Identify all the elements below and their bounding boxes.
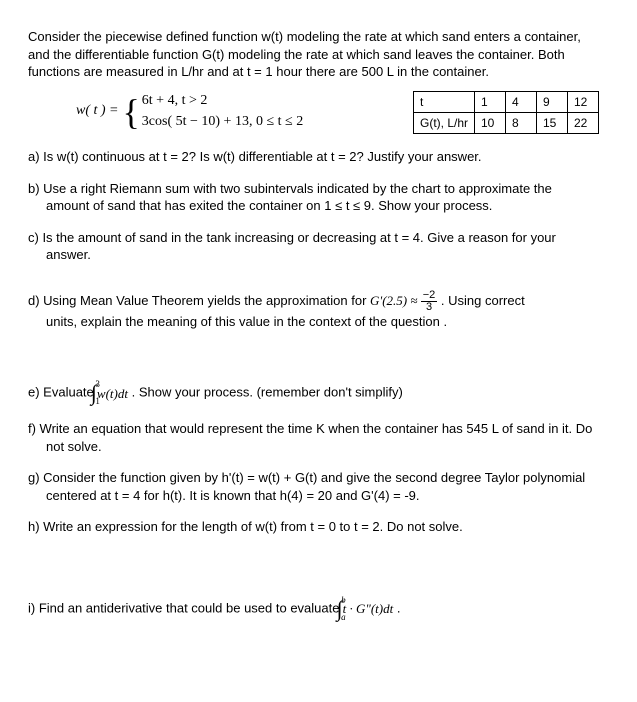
table-cell: 1	[475, 91, 506, 112]
qd-expr: G'(2.5) ≈	[370, 293, 421, 308]
function-and-table-row: w( t ) = { 6t + 4, t > 2 3cos( 5t − 10) …	[28, 91, 609, 134]
qd-frac-den: 3	[421, 302, 438, 313]
question-i: i) Find an antiderivative that could be …	[28, 596, 609, 622]
table-cell: 10	[475, 112, 506, 133]
table-cell: G(t), L/hr	[413, 112, 474, 133]
qf-line2: not solve.	[28, 438, 609, 456]
table-cell: t	[413, 91, 474, 112]
func-pieces: 6t + 4, t > 2 3cos( 5t − 10) + 13, 0 ≤ t…	[142, 91, 303, 133]
qe-body: w(t)dt	[97, 385, 128, 403]
question-f: f) Write an equation that would represen…	[28, 420, 609, 455]
table-cell: 4	[506, 91, 537, 112]
qe-pre: e) Evaluate	[28, 385, 97, 400]
integral-icon: ∫	[337, 598, 343, 620]
qi-body: t · G"(t)dt	[343, 600, 394, 618]
qd-line2: units, explain the meaning of this value…	[28, 313, 609, 331]
qc-line1: c) Is the amount of sand in the tank inc…	[28, 230, 556, 245]
table-row: t 1 4 9 12	[413, 91, 598, 112]
qd-fraction: −2 3	[421, 290, 438, 313]
qe-post: . Show your process. (remember don't sim…	[132, 385, 403, 400]
qg-line1: g) Consider the function given by h'(t) …	[28, 470, 585, 485]
qg-line2: centered at t = 4 for h(t). It is known …	[28, 487, 609, 505]
qc-line2: answer.	[28, 246, 609, 264]
table-cell: 22	[568, 112, 599, 133]
qi-post: .	[397, 600, 401, 615]
qd-post: . Using correct	[441, 293, 525, 308]
table-cell: 8	[506, 112, 537, 133]
func-piece1: 6t + 4, t > 2	[142, 91, 303, 112]
data-table: t 1 4 9 12 G(t), L/hr 10 8 15 22	[413, 91, 599, 134]
question-a: a) Is w(t) continuous at t = 2? Is w(t) …	[28, 148, 609, 166]
qi-pre: i) Find an antiderivative that could be …	[28, 600, 343, 615]
brace-icon: {	[123, 94, 140, 130]
qd-frac-num: −2	[421, 290, 438, 302]
question-b: b) Use a right Riemann sum with two subi…	[28, 180, 609, 215]
question-c: c) Is the amount of sand in the tank inc…	[28, 229, 609, 264]
integral-e: 3 1 ∫ w(t)dt	[97, 380, 128, 406]
intro-line1: Consider the piecewise defined function …	[28, 29, 581, 44]
integral-icon: ∫	[91, 382, 97, 404]
question-g: g) Consider the function given by h'(t) …	[28, 469, 609, 504]
qb-line1: b) Use a right Riemann sum with two subi…	[28, 181, 552, 196]
integral-i: b a ∫ t · G"(t)dt	[343, 596, 393, 622]
table-cell: 9	[537, 91, 568, 112]
qf-line1: f) Write an equation that would represen…	[28, 421, 592, 436]
table-cell: 15	[537, 112, 568, 133]
qb-line2: amount of sand that has exited the conta…	[28, 197, 609, 215]
func-lhs: w( t ) =	[76, 102, 119, 121]
func-piece2: 3cos( 5t − 10) + 13, 0 ≤ t ≤ 2	[142, 112, 303, 133]
question-h: h) Write an expression for the length of…	[28, 518, 609, 536]
piecewise-function: w( t ) = { 6t + 4, t > 2 3cos( 5t − 10) …	[76, 91, 303, 133]
intro-line2: and the differentiable function G(t) mod…	[28, 47, 565, 62]
qd-pre: d) Using Mean Value Theorem yields the a…	[28, 293, 370, 308]
question-d: d) Using Mean Value Theorem yields the a…	[28, 290, 609, 331]
intro-text: Consider the piecewise defined function …	[28, 28, 609, 81]
question-e: e) Evaluate 3 1 ∫ w(t)dt . Show your pro…	[28, 380, 609, 406]
table-row: G(t), L/hr 10 8 15 22	[413, 112, 598, 133]
intro-line3: functions are measured in L/hr and at t …	[28, 64, 489, 79]
table-cell: 12	[568, 91, 599, 112]
